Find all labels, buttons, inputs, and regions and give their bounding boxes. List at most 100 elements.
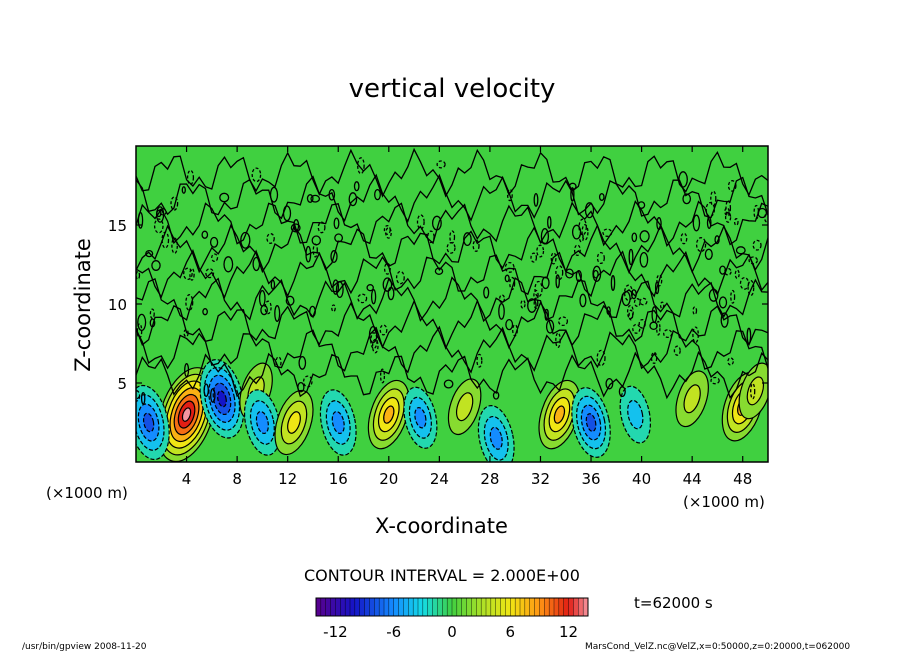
zero-contour-line [136, 350, 768, 400]
downdraft-contour [142, 412, 155, 433]
small-contour [719, 265, 727, 275]
small-contour [171, 237, 178, 254]
downdraft-contour [414, 407, 427, 429]
downdraft-cell [571, 387, 611, 458]
small-contour [240, 231, 251, 249]
small-contour [578, 233, 584, 243]
colorbar-swatch [568, 597, 574, 617]
y-tick-label: 5 [117, 375, 127, 393]
colorbar-swatch [446, 597, 453, 617]
small-contour [505, 318, 514, 331]
x-tick-label: 8 [232, 470, 242, 488]
colorbar-swatch [524, 597, 531, 617]
small-contour [185, 294, 194, 311]
small-contour [251, 167, 262, 183]
colorbar-tick-label: -12 [323, 623, 348, 641]
small-contour [170, 196, 179, 211]
small-contour [605, 377, 614, 390]
small-contour [656, 320, 661, 336]
small-contour [383, 262, 391, 275]
updraft-cell [367, 379, 410, 450]
small-contour [223, 256, 234, 273]
small-contour [149, 308, 155, 319]
small-contour [274, 305, 281, 322]
colorbar-tick-label: 0 [447, 623, 457, 641]
small-contour [264, 300, 272, 315]
chart-title: vertical velocity [348, 74, 556, 104]
updraft-cell [675, 370, 709, 428]
colorbar-swatch [393, 597, 400, 617]
downdraft-cell [619, 385, 652, 444]
colorbar-swatch [374, 597, 380, 617]
colorbar-swatch [544, 597, 550, 617]
small-contour [733, 218, 739, 226]
x-unit-label-right: (×1000 m) [683, 493, 765, 511]
small-contour [557, 316, 569, 327]
x-tick-label: 32 [531, 470, 550, 488]
small-contour [145, 249, 154, 258]
small-contour [659, 301, 665, 310]
small-contour [578, 218, 587, 236]
small-contour [357, 293, 368, 304]
zero-contour-line [136, 249, 768, 299]
small-contour [673, 345, 681, 356]
small-contour [472, 239, 480, 252]
colorbar-swatch [383, 597, 390, 617]
colorbar-swatch [315, 597, 322, 617]
small-contour [550, 252, 557, 265]
colorbar-swatch [505, 597, 511, 617]
small-contour [504, 274, 510, 283]
updraft-cell [738, 362, 768, 420]
small-contour [710, 190, 717, 207]
colorbar-swatch [539, 597, 545, 617]
small-contour [705, 201, 716, 218]
small-contour [463, 232, 472, 247]
small-contour [555, 265, 564, 281]
contour-interval-label: CONTOUR INTERVAL = 2.000E+00 [304, 566, 580, 585]
colorbar-swatch [466, 597, 472, 617]
colorbar-swatch [388, 597, 395, 617]
small-contour [633, 298, 641, 307]
small-contour [270, 279, 276, 290]
colorbar-swatch [432, 597, 438, 617]
small-contour [416, 214, 425, 230]
y-axis-label: Z-coordinate [71, 238, 95, 372]
x-tick-label: 20 [379, 470, 398, 488]
colorbar-swatch [364, 597, 370, 617]
x-axis-label: X-coordinate [375, 514, 508, 538]
small-contour [555, 274, 560, 289]
downdraft-cell [477, 405, 515, 462]
small-contour [366, 284, 374, 292]
colorbar-swatch [490, 597, 497, 617]
downdraft-contour [489, 426, 503, 450]
downdraft-cell [403, 386, 438, 449]
small-contour [573, 244, 581, 257]
colorbar-frame [315, 597, 589, 617]
small-contour [639, 297, 648, 306]
colorbar-tick-label: 12 [559, 623, 578, 641]
colorbar-tick-label: 6 [506, 623, 516, 641]
small-contour [449, 230, 456, 244]
colorbar-swatch [340, 597, 346, 617]
colorbar-swatch [461, 597, 468, 617]
small-contour [310, 194, 321, 203]
small-contour [151, 260, 161, 271]
colorbar-swatch [398, 597, 404, 617]
downdraft-cell [136, 384, 170, 461]
velocity-field [136, 359, 768, 462]
downdraft-contour [217, 390, 227, 408]
colorbar-swatch [548, 597, 555, 617]
small-contour [290, 223, 301, 233]
time-label: t=62000 s [634, 594, 713, 612]
small-contour [534, 280, 543, 298]
small-contour [752, 239, 762, 251]
small-contour [596, 251, 605, 265]
colorbar-swatch [354, 597, 361, 617]
small-contour [581, 224, 589, 241]
small-contour [533, 297, 539, 309]
small-contour [734, 269, 740, 279]
colorbar-swatch [480, 597, 487, 617]
small-contour [183, 267, 193, 281]
small-contour [136, 271, 141, 280]
